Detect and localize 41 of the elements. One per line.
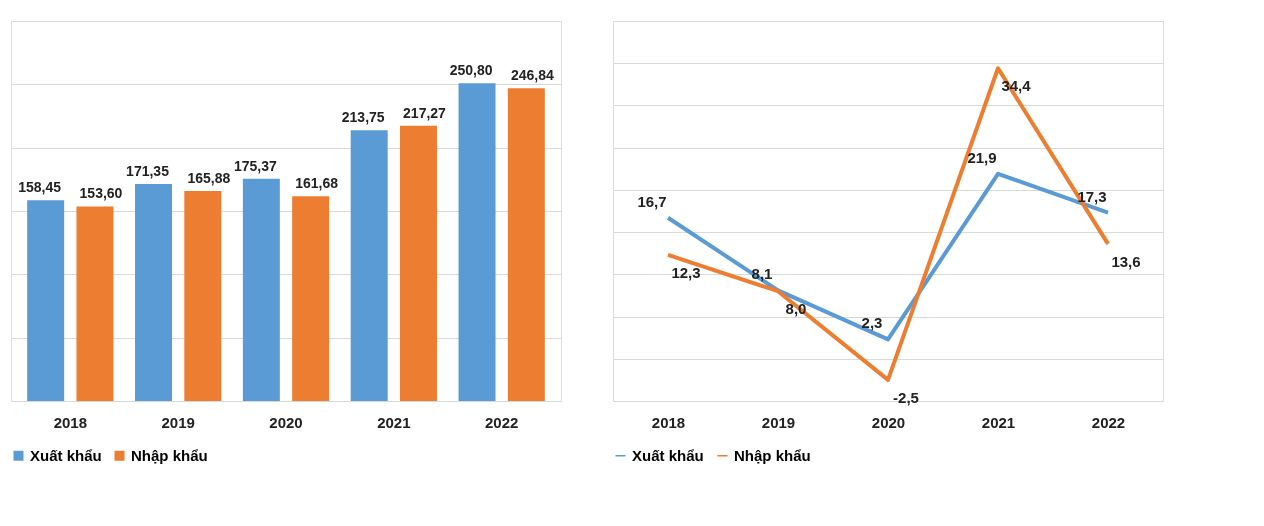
data-label: 171,35	[126, 162, 170, 179]
x-tick-label: 2022	[485, 413, 519, 431]
bar	[76, 206, 114, 401]
data-label: 158,45	[18, 179, 62, 196]
data-label: 8,1	[751, 265, 773, 283]
legend-label: Nhập khẩu	[734, 446, 811, 464]
bar	[400, 125, 437, 401]
data-label: 16,7	[637, 192, 667, 210]
data-label: 2,3	[861, 314, 883, 332]
x-tick-label: 2021	[377, 413, 411, 431]
bar	[292, 196, 330, 401]
data-label: 21,9	[967, 148, 997, 166]
data-label: -2,5	[893, 388, 919, 406]
bar	[242, 178, 280, 401]
data-label: 217,27	[403, 104, 447, 121]
data-label: 213,75	[341, 109, 385, 126]
x-tick-label: 2018	[53, 413, 87, 431]
data-label: 165,88	[187, 169, 231, 186]
x-tick-label: 2021	[981, 413, 1016, 431]
bar	[458, 83, 496, 401]
data-label: 13,6	[1111, 252, 1141, 270]
legend-label: Xuất khẩu	[30, 446, 102, 464]
data-label: 161,68	[295, 175, 339, 192]
x-tick-label: 2022	[1091, 413, 1126, 431]
x-tick-label: 2018	[651, 413, 686, 431]
x-tick-label: 2019	[161, 413, 195, 431]
legend-label: Nhập khẩu	[131, 446, 208, 464]
legend-label: Xuất khẩu	[632, 446, 704, 464]
data-label: 12,3	[671, 263, 701, 281]
bar	[350, 130, 388, 401]
data-label: 175,37	[233, 157, 277, 174]
x-tick-label: 2019	[761, 413, 796, 431]
data-label: 246,84	[510, 67, 554, 84]
x-tick-label: 2020	[269, 413, 303, 431]
bar	[135, 183, 172, 401]
x-tick-label: 2020	[871, 413, 906, 431]
data-label: 153,60	[79, 185, 123, 202]
bar	[507, 88, 545, 401]
bar	[27, 200, 65, 401]
data-label: 250,80	[449, 62, 493, 79]
bar	[184, 190, 222, 401]
